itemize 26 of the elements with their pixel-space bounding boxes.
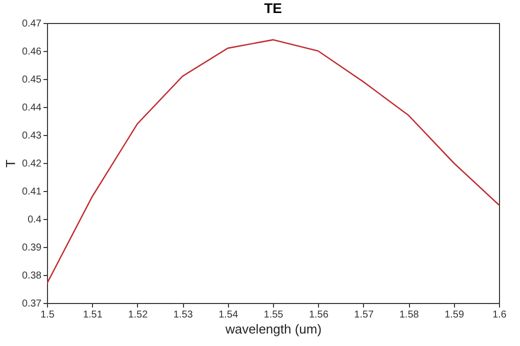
y-tick-label: 0.4	[28, 214, 42, 226]
y-tick-label: 0.44	[22, 102, 42, 114]
y-tick-label: 0.42	[22, 158, 42, 170]
x-tick-label: 1.52	[128, 310, 148, 320]
x-tick-label: 1.57	[354, 310, 374, 320]
y-tick-label: 0.41	[22, 186, 42, 198]
y-axis-title: T	[3, 159, 18, 168]
y-tick-label: 0.39	[22, 242, 42, 254]
x-tick-label: 1.55	[264, 310, 284, 320]
y-tick-label: 0.45	[22, 74, 42, 86]
x-tick-label: 1.59	[444, 310, 464, 320]
y-tick-label: 0.43	[22, 130, 42, 142]
x-tick-label: 1.58	[399, 310, 420, 320]
x-tick-label: 1.51	[82, 310, 103, 320]
line-series	[47, 39, 499, 284]
y-tick-label: 0.46	[22, 46, 42, 58]
x-tick-label: 1.56	[308, 310, 329, 320]
x-tick-label: 1.53	[173, 310, 194, 320]
x-tick-label: 1.6	[492, 310, 507, 320]
y-tick-label: 0.38	[22, 270, 42, 282]
chart-title: TE	[264, 0, 282, 16]
x-tick-label: 1.5	[40, 310, 55, 320]
y-tick-label: 0.37	[22, 298, 42, 310]
y-tick-label: 0.47	[22, 18, 42, 30]
x-tick-label: 1.54	[218, 310, 238, 320]
x-axis-title: wavelength (um)	[224, 322, 322, 336]
